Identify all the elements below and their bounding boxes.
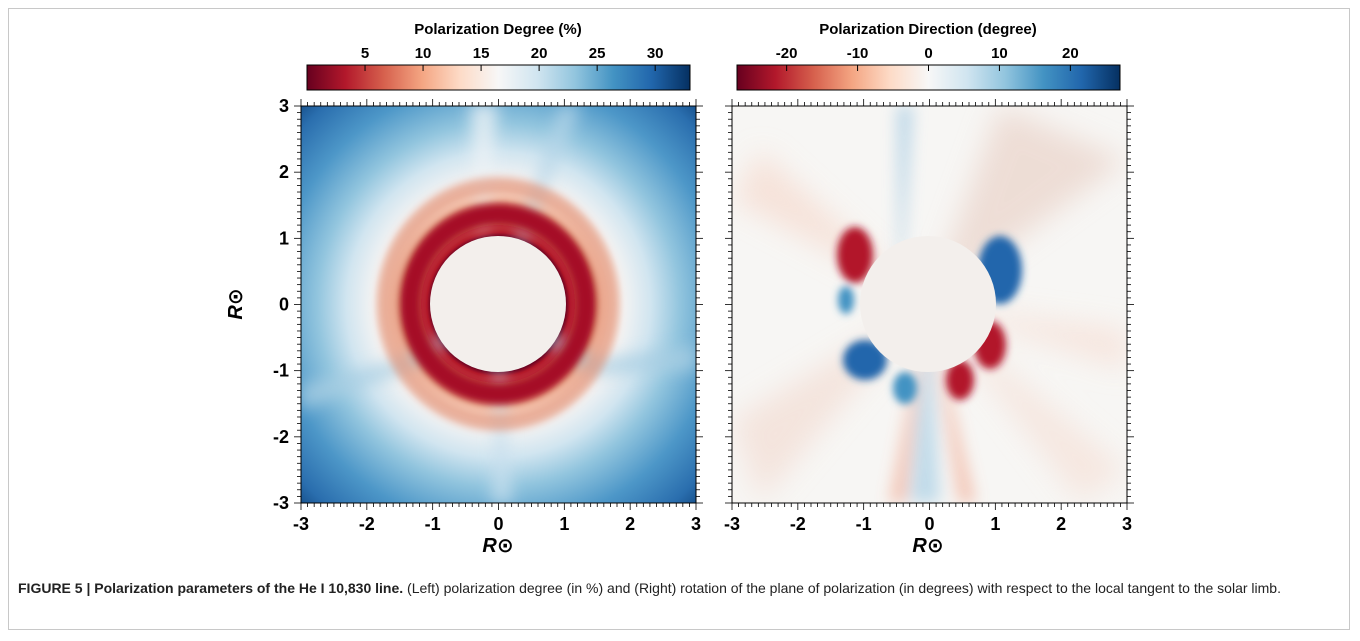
x-tick-label: 3: [1122, 514, 1132, 534]
colorbar-tick-label: 20: [1062, 45, 1079, 62]
y-tick-label: -1: [273, 361, 289, 381]
colorbar-tick-label: 25: [589, 45, 606, 62]
colorbar-tick-label: 20: [531, 45, 548, 62]
y-tick-label: 3: [279, 96, 289, 116]
x-tick-label: 0: [924, 514, 934, 534]
caption-text: (Left) polarization degree (in %) and (R…: [403, 580, 1281, 596]
colorbar-tick-label: -20: [776, 45, 798, 62]
y-tick-label: 0: [279, 295, 289, 315]
right-solar-disk: [860, 236, 996, 372]
left-xlabel: R⊙: [482, 535, 513, 557]
figure-caption: FIGURE 5 | Polarization parameters of th…: [18, 578, 1338, 598]
colorbar-tick-label: 10: [415, 45, 432, 62]
colorbar-tick-label: 0: [924, 45, 932, 62]
right-colorbar-tick-labels: -20 -10 0 10 20: [776, 45, 1079, 62]
x-tick-label: -2: [790, 514, 806, 534]
left-solar-disk: [430, 236, 566, 372]
x-tick-label: -2: [359, 514, 375, 534]
x-tick-label: -1: [425, 514, 441, 534]
colorbar-tick-label: 5: [361, 45, 369, 62]
left-panel: Polarization Degree (%) 5 10 15 20 25 30 -3 -2…: [225, 21, 703, 557]
right-axes: -3 -2 -1 0 1 2 3: [724, 99, 1134, 534]
x-tick-label: 2: [1056, 514, 1066, 534]
right-xlabel: R⊙: [912, 535, 943, 557]
x-tick-label: 1: [990, 514, 1000, 534]
caption-label: FIGURE 5 | Polarization parameters of th…: [18, 580, 404, 596]
y-tick-label: 1: [279, 228, 289, 248]
colorbar-tick-label: -10: [847, 45, 869, 62]
right-colorbar-title: Polarization Direction (degree): [819, 21, 1037, 38]
left-ylabel: R⊙: [225, 288, 247, 319]
x-tick-label: -1: [856, 514, 872, 534]
x-tick-label: -3: [293, 514, 309, 534]
x-tick-label: 0: [493, 514, 503, 534]
left-colorbar-tick-labels: 5 10 15 20 25 30: [361, 45, 664, 62]
x-tick-label: 3: [691, 514, 701, 534]
right-panel: Polarization Direction (degree) -20 -10 0 1…: [724, 21, 1134, 557]
y-tick-label: 2: [279, 162, 289, 182]
left-colorbar-ticks: [364, 65, 656, 71]
left-axes: -3 -2 -1 0 1 2 3 3 2 1 0 -1 -2 -3: [273, 96, 703, 534]
colorbar-tick-label: 15: [473, 45, 490, 62]
y-tick-label: -3: [273, 493, 289, 513]
x-tick-label: 2: [625, 514, 635, 534]
colorbar-tick-label: 30: [647, 45, 664, 62]
figure-frame: [8, 8, 1350, 630]
x-tick-label: 1: [559, 514, 569, 534]
figure-canvas: Polarization Degree (%) 5 10 15 20 25 30 -3 -2…: [225, 21, 1134, 557]
x-tick-label: -3: [724, 514, 740, 534]
right-colorbar-ticks: [786, 65, 1071, 71]
left-colorbar-title: Polarization Degree (%): [414, 21, 582, 38]
colorbar-tick-label: 10: [991, 45, 1008, 62]
left-heatmap: [301, 106, 696, 503]
left-colorbar: [306, 64, 691, 91]
y-tick-label: -2: [273, 427, 289, 447]
right-heatmap: [732, 106, 1127, 503]
